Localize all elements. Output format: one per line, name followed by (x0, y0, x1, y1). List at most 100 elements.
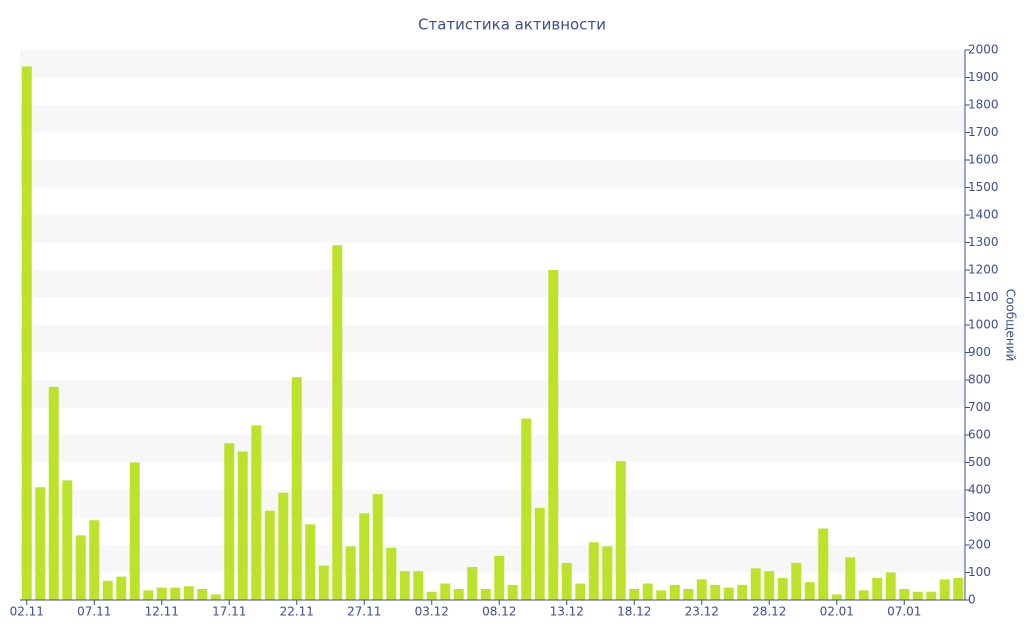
bar (156, 587, 167, 600)
bar (845, 557, 856, 600)
bar (318, 565, 329, 600)
x-tick-label: 13.12 (550, 605, 584, 619)
bar (62, 480, 73, 600)
chart-title: Статистика активности (418, 16, 606, 34)
bar (359, 513, 370, 600)
y-tick-label: 500 (968, 455, 991, 469)
bar (453, 589, 464, 600)
bar (953, 578, 964, 600)
y-tick-label: 1700 (968, 125, 999, 139)
x-tick-label: 23.12 (685, 605, 719, 619)
bar (102, 580, 113, 600)
x-tick-label: 08.12 (482, 605, 516, 619)
bar (602, 546, 613, 600)
bar (467, 567, 478, 600)
bar (237, 451, 248, 600)
y-tick-label: 1900 (968, 70, 999, 84)
bar (764, 571, 775, 600)
bar (480, 589, 491, 600)
y-tick-label: 200 (968, 538, 991, 552)
grid-band (20, 435, 965, 463)
y-tick-label: 600 (968, 428, 991, 442)
bar (210, 594, 221, 600)
grid-band (20, 270, 965, 298)
bar (575, 583, 586, 600)
y-tick-label: 0 (968, 593, 976, 607)
y-tick-label: 700 (968, 400, 991, 414)
bar (710, 584, 721, 600)
y-tick-label: 1000 (968, 318, 999, 332)
bar (723, 587, 734, 600)
bar (170, 587, 181, 600)
grid-band (20, 160, 965, 188)
bar (21, 66, 32, 600)
bar (116, 576, 127, 600)
bar (899, 589, 910, 600)
bar (912, 591, 923, 600)
y-tick-label: 1300 (968, 235, 999, 249)
x-tick-label: 12.11 (145, 605, 179, 619)
x-tick-label: 02.11 (10, 605, 44, 619)
bar (224, 443, 235, 600)
bar (818, 528, 829, 600)
grid-band (20, 215, 965, 243)
bar (548, 270, 559, 600)
bar (926, 591, 937, 600)
grid-band (20, 105, 965, 133)
y-tick-label: 1500 (968, 180, 999, 194)
y-tick-label: 1400 (968, 208, 999, 222)
x-tick-label: 27.11 (347, 605, 381, 619)
bar (669, 584, 680, 600)
bar (750, 568, 761, 600)
x-tick-label: 07.11 (77, 605, 111, 619)
bar (264, 510, 275, 600)
bar (372, 494, 383, 600)
x-tick-label: 07.01 (887, 605, 921, 619)
y-tick-label: 1600 (968, 153, 999, 167)
bar (642, 583, 653, 600)
bar (278, 492, 289, 600)
y-tick-label: 800 (968, 373, 991, 387)
bar (507, 584, 518, 600)
x-tick-label: 28.12 (752, 605, 786, 619)
bar (35, 487, 46, 600)
bar (494, 556, 505, 600)
bar (386, 547, 397, 600)
bar (683, 589, 694, 600)
y-tick-label: 100 (968, 565, 991, 579)
grid-band (20, 490, 965, 518)
bar (588, 542, 599, 600)
bar (872, 578, 883, 600)
bar (89, 520, 100, 600)
bar (251, 425, 262, 600)
bar (291, 377, 302, 600)
grid-band (20, 380, 965, 408)
bar (413, 571, 424, 600)
bar (534, 507, 545, 600)
bar (426, 591, 437, 600)
bar (696, 579, 707, 600)
x-tick-label: 03.12 (415, 605, 449, 619)
y-tick-label: 900 (968, 345, 991, 359)
bar (440, 583, 451, 600)
bar (143, 590, 154, 600)
bar (197, 589, 208, 600)
bar (831, 594, 842, 600)
x-tick-label: 17.11 (212, 605, 246, 619)
y-tick-label: 400 (968, 483, 991, 497)
bar (858, 590, 869, 600)
y-tick-label: 300 (968, 510, 991, 524)
bar (656, 590, 667, 600)
bar (629, 589, 640, 600)
bar (521, 418, 532, 600)
bar (804, 582, 815, 600)
bar (615, 461, 626, 600)
y-tick-label: 2000 (968, 43, 999, 57)
bar (777, 578, 788, 600)
bar (75, 535, 86, 600)
bar (345, 546, 356, 600)
x-tick-label: 22.11 (280, 605, 314, 619)
y-tick-label: 1800 (968, 98, 999, 112)
bar (305, 524, 316, 600)
